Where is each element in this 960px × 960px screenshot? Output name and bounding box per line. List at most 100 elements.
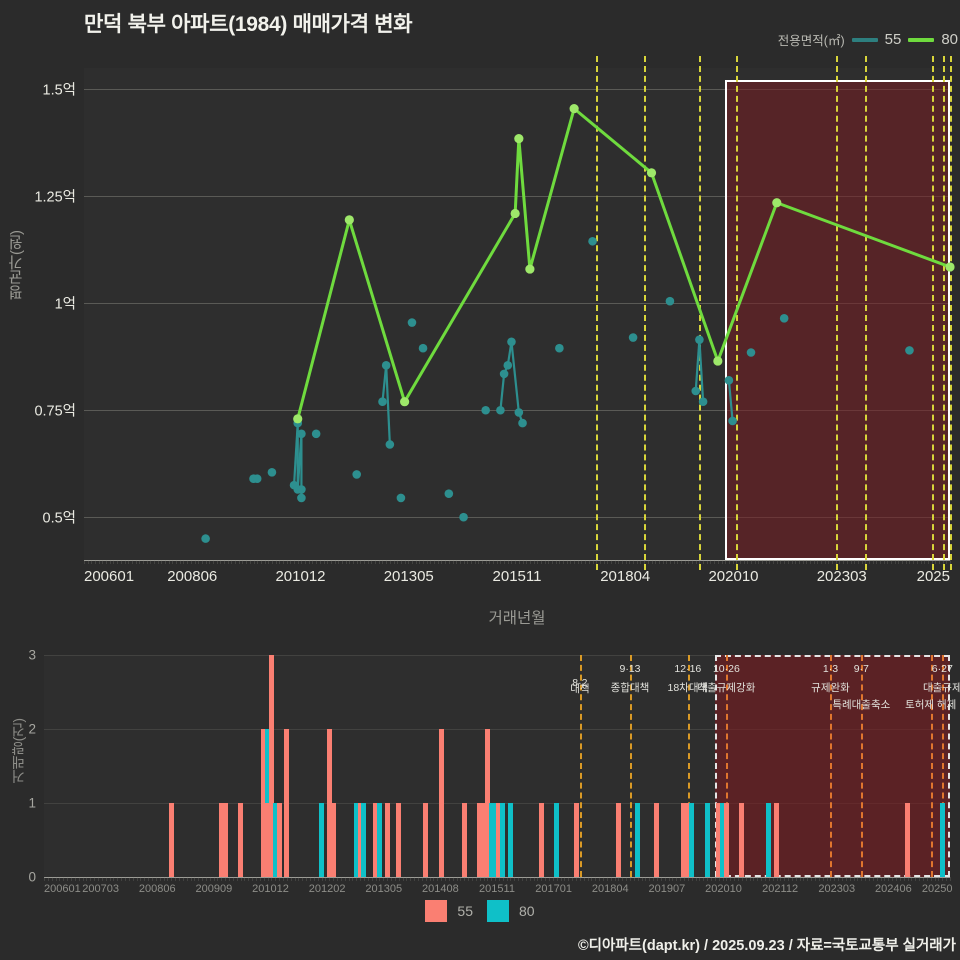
series-55-connector <box>499 373 506 411</box>
policy-event-label: 특례대출축소 <box>832 699 891 711</box>
volume-bar <box>272 803 278 877</box>
volume-legend-item-55: 55 <box>425 900 473 922</box>
series-55-point <box>905 346 914 355</box>
price-xtick-label: 201012 <box>275 568 326 585</box>
volume-legend-label-80: 80 <box>519 903 535 919</box>
volume-swatch-55 <box>425 900 448 922</box>
price-chart-plot: 0.5억 0.75억 1억 1.25억 1.5억 <box>34 56 955 570</box>
policy-event-line <box>630 655 632 877</box>
volume-ytick-label: 3 <box>28 647 36 663</box>
policy-marker-line <box>950 56 952 570</box>
gridline <box>84 517 950 519</box>
volume-bar <box>496 803 502 877</box>
price-ytick-label: 0.75억 <box>34 403 76 420</box>
legend-label-80: 80 <box>941 31 958 48</box>
series-55-point <box>691 386 701 396</box>
policy-event-line <box>942 655 945 877</box>
series-55-point <box>396 493 406 503</box>
policy-marker-line <box>596 56 599 570</box>
volume-bar <box>423 803 429 877</box>
series-80-point <box>945 262 955 272</box>
volume-bar <box>284 729 290 877</box>
volume-xtick-label: 202112 <box>762 883 799 895</box>
volume-bar <box>723 803 729 877</box>
policy-marker-line <box>942 56 945 570</box>
policy-event-label: 토허제 해제 <box>905 699 957 711</box>
series-55-point <box>728 416 737 426</box>
policy-event-line <box>930 655 933 877</box>
series-55-point <box>588 236 597 246</box>
price-xtick-label: 201305 <box>383 568 434 585</box>
policy-marker-line <box>644 56 647 570</box>
volume-bar <box>481 803 486 877</box>
price-xtick-label: 202010 <box>708 568 759 585</box>
price-chart-xaxis: 200601 200806 201012 201305 201511 201804 2020… <box>84 560 951 585</box>
series-55-point <box>628 333 638 342</box>
price-xtick-label: 201511 <box>492 568 542 585</box>
gridline <box>84 89 950 91</box>
volume-bar <box>396 803 402 877</box>
volume-xtick-label: 202010 <box>705 883 742 895</box>
policy-event-date: 9·7 <box>853 663 869 675</box>
volume-xtick-label: 200909 <box>195 883 233 895</box>
price-series-layer <box>201 104 955 543</box>
volume-xtick-label: 201408 <box>422 883 459 895</box>
series-80-point <box>400 397 410 407</box>
volume-bar <box>689 803 695 877</box>
policy-event-date: 1·3 <box>822 663 839 675</box>
legend-swatch-80 <box>908 37 935 42</box>
volume-xtick-label: 200703 <box>82 883 119 895</box>
policy-event-line <box>687 655 690 877</box>
price-ytick-label: 1억 <box>54 296 76 313</box>
volume-chart-xaxis: 200601 200703 200806 200909 201012 201202 2013… <box>44 877 952 895</box>
series-80-point <box>772 198 782 208</box>
policy-event-label: 종합대책 <box>610 682 650 694</box>
policy-event-label: 18차대책 <box>667 682 709 694</box>
volume-bar <box>507 803 513 877</box>
price-xtick-label: 202303 <box>816 568 867 585</box>
volume-bar <box>168 803 174 877</box>
series-55-point <box>481 405 490 415</box>
volume-bar <box>238 803 244 877</box>
volume-xtick-label: 201202 <box>308 883 346 895</box>
volume-bar <box>685 803 691 877</box>
series-55-point <box>297 485 306 494</box>
volume-bar <box>361 803 367 877</box>
series-55-point <box>746 348 756 357</box>
policy-event-line <box>726 655 729 877</box>
price-ytick-label: 1.25억 <box>34 189 76 206</box>
volume-bar <box>573 803 579 877</box>
series-55-point <box>695 335 704 344</box>
volume-bar <box>716 803 722 877</box>
volume-bar <box>488 803 494 877</box>
policy-event-date: 12·16 <box>674 663 702 675</box>
volume-bar <box>635 803 641 877</box>
series-80-point <box>713 356 723 366</box>
volume-xtick-label: 201804 <box>591 883 629 895</box>
series-55-point <box>252 474 262 484</box>
series-55-point <box>724 376 734 385</box>
volume-bar <box>484 729 490 877</box>
volume-legend: 55 80 <box>0 900 960 922</box>
series-55-point <box>352 470 361 479</box>
series-80-point <box>569 104 579 114</box>
volume-bar <box>357 803 363 877</box>
series-55-point <box>407 318 417 327</box>
volume-swatch-80 <box>487 900 509 922</box>
series-55-point <box>507 337 516 347</box>
footer-credit: ©디아파트(dapt.kr) / 2025.09.23 / 자료=국토교통부 실… <box>577 938 956 954</box>
volume-bar <box>554 803 560 877</box>
volume-ytick-label: 2 <box>28 721 36 737</box>
series-55-point <box>555 343 564 353</box>
series-55-point <box>297 429 306 439</box>
policy-marker-line <box>865 56 868 570</box>
volume-bar <box>905 803 911 877</box>
legend-label-55: 55 <box>884 31 902 48</box>
series-80-line <box>296 107 951 420</box>
series-55-point <box>779 313 789 323</box>
volume-bar <box>376 803 382 877</box>
series-55-point <box>698 397 708 407</box>
volume-bar <box>681 803 687 877</box>
volume-gridline <box>44 655 950 656</box>
